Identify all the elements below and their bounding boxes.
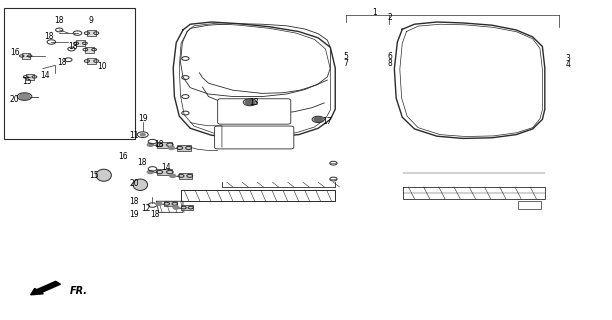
Bar xyxy=(179,173,192,179)
Text: 18: 18 xyxy=(150,210,160,219)
Text: 16: 16 xyxy=(10,48,20,57)
Text: 14: 14 xyxy=(161,164,171,172)
Bar xyxy=(165,201,177,206)
Bar xyxy=(85,46,94,53)
FancyArrow shape xyxy=(31,281,61,295)
Circle shape xyxy=(170,174,176,178)
Bar xyxy=(181,205,193,210)
Circle shape xyxy=(140,133,145,136)
Circle shape xyxy=(19,94,30,100)
Text: 8: 8 xyxy=(387,59,392,68)
Bar xyxy=(76,40,85,46)
Text: 17: 17 xyxy=(323,117,332,126)
Text: 18: 18 xyxy=(44,32,54,41)
Bar xyxy=(177,145,191,151)
Text: 2: 2 xyxy=(387,13,392,22)
Text: 14: 14 xyxy=(40,71,50,80)
Bar xyxy=(87,58,96,64)
Text: 10: 10 xyxy=(97,62,106,71)
Text: 20: 20 xyxy=(129,179,139,188)
Text: 3: 3 xyxy=(565,54,570,63)
Bar xyxy=(87,30,96,36)
Text: 1: 1 xyxy=(372,8,376,17)
FancyBboxPatch shape xyxy=(218,99,291,124)
Bar xyxy=(26,74,34,80)
Circle shape xyxy=(245,100,255,105)
Text: 7: 7 xyxy=(343,59,348,68)
Circle shape xyxy=(147,171,154,174)
Text: 20: 20 xyxy=(10,95,20,104)
Text: 15: 15 xyxy=(22,77,32,86)
Bar xyxy=(4,8,135,140)
Ellipse shape xyxy=(133,179,147,190)
Text: 18: 18 xyxy=(130,197,139,206)
Text: 18: 18 xyxy=(58,58,67,67)
Bar xyxy=(22,53,30,59)
Bar xyxy=(518,201,541,209)
Text: 18: 18 xyxy=(54,16,64,25)
Text: 12: 12 xyxy=(141,204,151,213)
Circle shape xyxy=(314,117,323,122)
Text: 11: 11 xyxy=(130,131,139,140)
FancyBboxPatch shape xyxy=(215,126,294,149)
Text: 4: 4 xyxy=(565,60,570,69)
Text: 9: 9 xyxy=(89,16,94,25)
Bar xyxy=(157,169,173,175)
Text: 19: 19 xyxy=(138,114,147,123)
Circle shape xyxy=(173,206,179,209)
Text: 13: 13 xyxy=(250,99,259,108)
Text: 18: 18 xyxy=(136,158,146,167)
Circle shape xyxy=(156,202,162,205)
Text: FR.: FR. xyxy=(70,286,88,296)
Ellipse shape xyxy=(96,169,111,181)
Text: 18: 18 xyxy=(69,42,78,51)
Circle shape xyxy=(147,143,154,146)
Bar xyxy=(157,142,173,148)
Text: 18: 18 xyxy=(154,140,163,148)
Text: 6: 6 xyxy=(387,52,392,61)
Text: 19: 19 xyxy=(129,210,139,219)
Text: 15: 15 xyxy=(89,172,99,180)
Text: 5: 5 xyxy=(343,52,348,61)
Text: 16: 16 xyxy=(118,152,128,161)
Circle shape xyxy=(168,146,174,149)
